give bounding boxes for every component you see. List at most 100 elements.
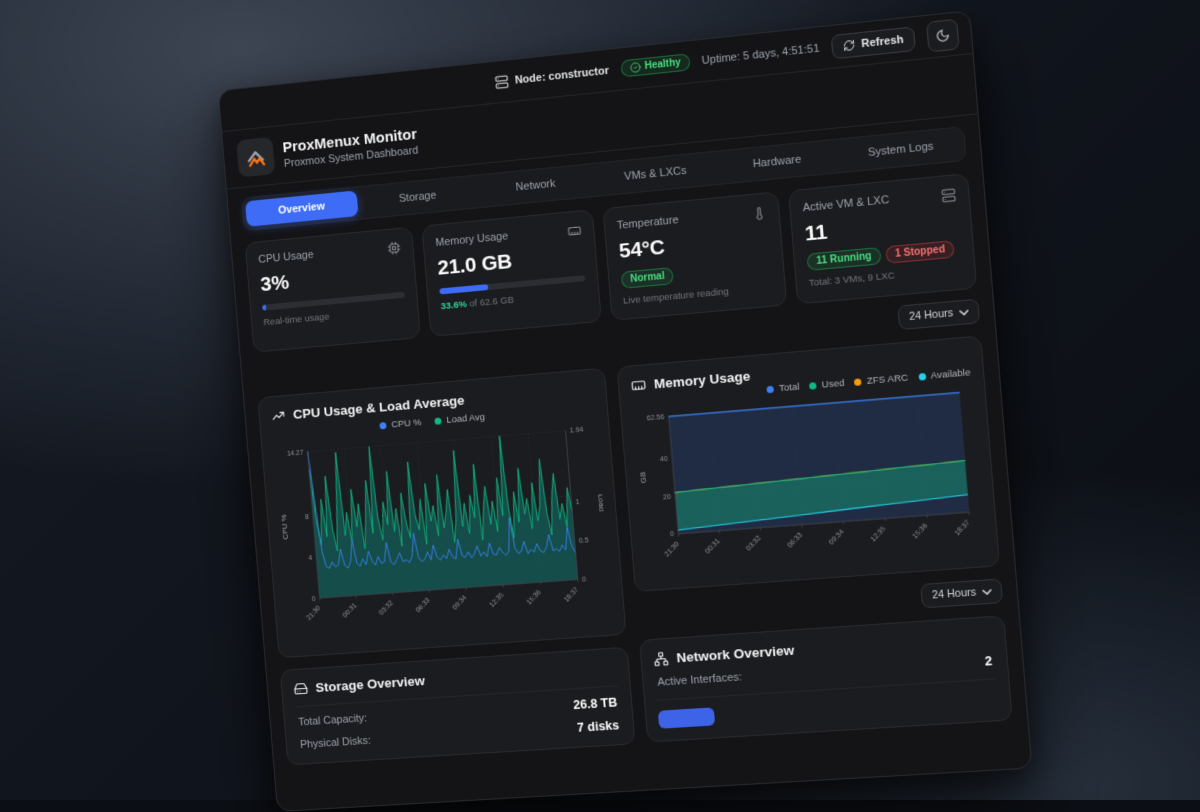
svg-text:0: 0 (312, 595, 316, 602)
legend-item-total: Total (766, 382, 799, 396)
uptime-text: Uptime: 5 days, 4:51:51 (701, 42, 820, 66)
theme-toggle-button[interactable] (926, 18, 960, 52)
svg-text:15:36: 15:36 (912, 522, 930, 540)
chevron-down-icon (982, 587, 992, 597)
cpu-card-title: CPU Usage (258, 249, 314, 266)
vm-card-title: Active VM & LXC (802, 194, 889, 214)
tab-network[interactable]: Network (477, 167, 594, 204)
svg-text:06:33: 06:33 (415, 597, 432, 614)
legend-item-available: Available (918, 367, 971, 383)
content-grid: CPU Usage & Load Average CPU %Load Avg 0… (257, 335, 1012, 765)
svg-text:0: 0 (582, 576, 587, 583)
svg-text:0.5: 0.5 (579, 537, 589, 545)
legend-dot (809, 382, 817, 390)
svg-text:18:37: 18:37 (954, 519, 972, 537)
vm-stopped-badge: 1 Stopped (885, 240, 955, 264)
health-badge: Healthy (620, 53, 690, 77)
svg-text:20: 20 (663, 494, 672, 502)
svg-text:1.94: 1.94 (570, 426, 584, 434)
memory-used-percent: 33.6% (440, 299, 467, 312)
moon-icon (935, 27, 951, 43)
legend-dot (767, 386, 775, 394)
cpu-progress-fill (262, 304, 267, 310)
legend-item-load-avg: Load Avg (434, 412, 485, 427)
svg-text:62.56: 62.56 (647, 414, 665, 423)
svg-text:03:32: 03:32 (378, 600, 395, 617)
svg-text:03:32: 03:32 (745, 535, 763, 553)
svg-text:1: 1 (576, 499, 581, 506)
health-label: Healthy (644, 57, 681, 72)
row-label: Active Interfaces: (657, 672, 742, 689)
svg-text:09:34: 09:34 (452, 594, 469, 611)
node-label: Node: constructor (514, 64, 609, 86)
legend-dot (380, 422, 387, 429)
cpu-usage-card: CPU Usage 3% Real-time usage (245, 227, 421, 353)
legend-dot (918, 373, 926, 381)
svg-text:Load: Load (596, 494, 606, 512)
row-value: 7 disks (577, 718, 620, 735)
row-value: 2 (984, 654, 992, 669)
tab-vms-lxcs[interactable]: VMs & LXCs (596, 155, 715, 192)
svg-text:15:36: 15:36 (526, 589, 543, 607)
legend-dot (854, 378, 862, 386)
time-range-select-2[interactable]: 24 Hours (921, 579, 1003, 609)
trend-up-icon (271, 408, 286, 424)
legend-item-cpu-: CPU % (379, 417, 421, 431)
tab-overview[interactable]: Overview (245, 190, 358, 226)
thermometer-icon (752, 206, 767, 221)
app-window: Node: constructor Healthy Uptime: 5 days… (218, 10, 1033, 812)
tab-system-logs[interactable]: System Logs (840, 131, 963, 169)
svg-text:12:35: 12:35 (489, 592, 506, 609)
network-icon (653, 651, 669, 667)
svg-text:21:30: 21:30 (306, 605, 322, 622)
server-stack-icon (941, 188, 957, 204)
svg-text:GB: GB (638, 471, 648, 483)
svg-text:21:30: 21:30 (664, 541, 681, 559)
legend-dot (435, 417, 442, 424)
refresh-label: Refresh (861, 33, 904, 50)
memory-icon (567, 223, 582, 238)
node-info: Node: constructor (495, 63, 610, 89)
network-overview-card: Network Overview Active Interfaces:2 (639, 615, 1013, 742)
time-range-select[interactable]: 24 Hours (898, 299, 980, 330)
refresh-icon (842, 38, 855, 51)
temperature-card: Temperature 54°C Normal Live temperature… (602, 191, 787, 321)
server-icon (495, 74, 510, 89)
row-value: 26.8 TB (573, 695, 618, 712)
temperature-card-title: Temperature (616, 214, 679, 232)
time-range-value-2: 24 Hours (932, 587, 977, 602)
memory-progress-fill (439, 284, 488, 294)
legend-item-zfs-arc: ZFS ARC (854, 372, 908, 388)
interface-badge (658, 708, 715, 729)
svg-text:18:37: 18:37 (563, 586, 580, 604)
svg-text:00:31: 00:31 (342, 602, 359, 619)
svg-text:14.27: 14.27 (287, 449, 304, 457)
tab-storage[interactable]: Storage (360, 179, 475, 216)
chevron-down-icon (959, 307, 969, 317)
cpu-chart-card: CPU Usage & Load Average CPU %Load Avg 0… (257, 368, 626, 659)
memory-total-text: of 62.6 GB (469, 295, 514, 310)
svg-text:8: 8 (305, 513, 309, 520)
cpu-load-chart: 0 4 8 14.27 0 0.5 1 1.94 21:30 00:31 03:32 06:33 09:… (274, 418, 613, 645)
svg-text:0: 0 (670, 531, 675, 538)
cpu-icon (387, 241, 402, 256)
proxmenux-logo-icon (242, 143, 269, 171)
memory-icon (630, 377, 646, 393)
app-logo (236, 137, 275, 178)
memory-card-title: Memory Usage (435, 230, 509, 249)
storage-overview-title: Storage Overview (315, 673, 425, 695)
tab-hardware[interactable]: Hardware (717, 143, 838, 181)
active-vm-lxc-card: Active VM & LXC 11 11 Running 1 Stopped … (788, 173, 977, 304)
refresh-button[interactable]: Refresh (831, 26, 916, 59)
svg-text:4: 4 (308, 554, 312, 561)
check-circle-icon (629, 61, 641, 73)
time-range-value: 24 Hours (909, 307, 954, 323)
memory-usage-card: Memory Usage 21.0 GB 33.6% of 62.6 GB (421, 209, 601, 337)
legend-item-used: Used (809, 378, 845, 392)
row-label: Physical Disks: (300, 735, 371, 751)
